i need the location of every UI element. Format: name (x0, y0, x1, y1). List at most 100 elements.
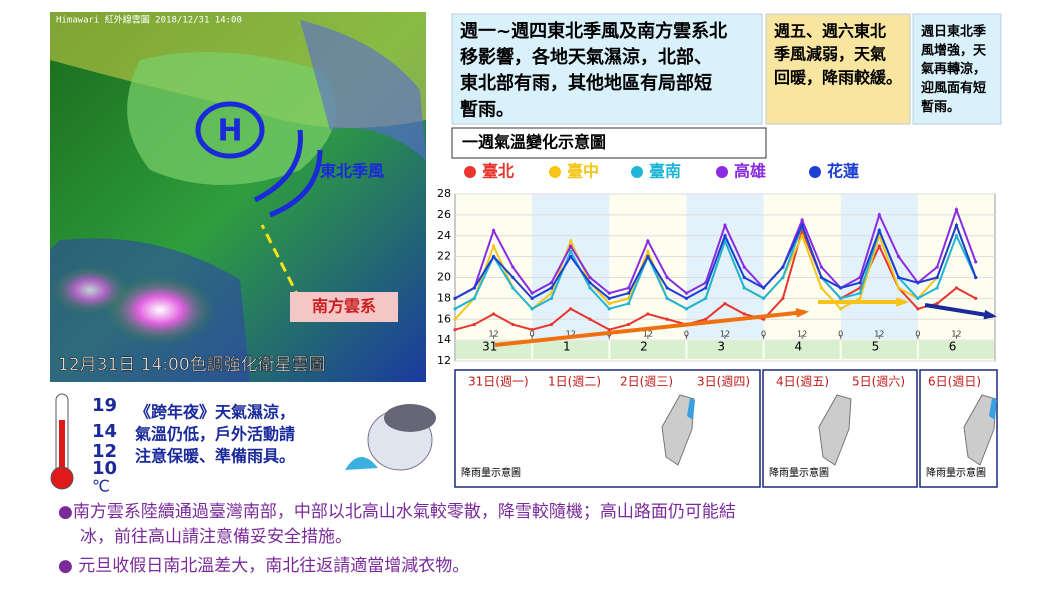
point (530, 296, 534, 300)
point (511, 265, 515, 269)
day-strip (918, 341, 994, 359)
point (781, 275, 785, 280)
point (742, 312, 746, 316)
point (974, 275, 978, 280)
map-day: 31日(週一) (468, 375, 529, 389)
point (704, 286, 708, 290)
chart-title: 一週氣溫變化示意圖 (462, 133, 606, 152)
map-day: 1日(週二) (548, 375, 601, 389)
chart-title-box (451, 127, 767, 159)
point (549, 296, 554, 300)
point (896, 286, 901, 290)
point (974, 260, 978, 264)
note-text: 冰，前往高山請注意備妥安全措施。 (80, 527, 352, 547)
point (684, 307, 689, 311)
point (453, 296, 457, 300)
point (684, 296, 689, 300)
point (916, 296, 920, 300)
map-day: 4日(週五) (776, 375, 829, 389)
point (761, 296, 766, 300)
info-text: 週一~週四東北季風及南方雲系北 (460, 20, 727, 42)
point (781, 265, 785, 269)
map-day: 6日(週日) (928, 375, 981, 389)
info-box (765, 13, 911, 125)
point (491, 255, 496, 259)
point (646, 239, 650, 243)
point (704, 296, 708, 300)
point (530, 307, 534, 311)
trend-arrow (494, 310, 806, 347)
series-line (454, 222, 977, 300)
point (530, 328, 534, 332)
point (453, 307, 457, 311)
trend-arrow (924, 303, 994, 318)
note-text: ●南方雲系陸續通過臺灣南部，中部以北高山水氣較零散，降雪較隨機；高山路面仍可能結 (58, 502, 736, 522)
info-box (912, 13, 1002, 125)
info-text: 迎風面有短 (921, 80, 986, 96)
point (491, 312, 496, 316)
x-tick-label: 12 (874, 330, 884, 339)
point (549, 286, 554, 290)
point (819, 265, 824, 269)
point (819, 286, 824, 290)
y-tick-label: 28 (437, 187, 451, 200)
point (588, 317, 592, 321)
high-pressure: H (217, 114, 242, 149)
day-band (532, 194, 610, 339)
map-day: 2日(週三) (620, 375, 673, 389)
x-tick-label: 0 (915, 330, 920, 339)
map-caption: 降雨量示意圖 (926, 466, 986, 479)
point (549, 322, 554, 327)
legend-label: 臺南 (649, 162, 681, 181)
day-label: 3 (717, 340, 725, 354)
point (935, 301, 939, 306)
point (723, 301, 727, 306)
x-tick-label: 0 (761, 330, 766, 339)
map-caption: 降雨量示意圖 (461, 466, 521, 479)
point (665, 275, 669, 280)
x-tick-label: 0 (530, 330, 535, 339)
legend-swatch (464, 166, 476, 178)
new-year-text: 《跨年夜》天氣濕涼， (135, 403, 295, 422)
point (742, 275, 746, 280)
series-line (454, 227, 977, 331)
day-label: 2 (640, 340, 648, 354)
note-text: ● 元旦收假日南北溫差大，南北往返請適當增減衣物。 (58, 556, 469, 576)
point (530, 291, 534, 295)
info-text: 季風減弱，天氣 (773, 45, 886, 64)
point (665, 296, 669, 300)
arrow-head (983, 309, 997, 320)
y-tick-label: 18 (437, 291, 451, 304)
x-tick-label: 12 (488, 330, 498, 339)
point (472, 286, 476, 290)
rain-area (989, 398, 997, 420)
point (916, 281, 920, 285)
point (916, 307, 920, 311)
series-line (454, 206, 977, 300)
point (607, 328, 611, 332)
legend-label: 花蓮 (827, 162, 859, 181)
legend-label: 臺北 (482, 162, 514, 181)
taiwan-map (661, 394, 695, 466)
day-label: 1 (563, 340, 571, 354)
taiwan-map (818, 394, 852, 466)
point (626, 322, 631, 327)
arrow-head (795, 308, 809, 318)
info-text: 週五、週六東北 (774, 22, 886, 41)
y-tick-label: 24 (437, 229, 451, 242)
y-tick-label: 12 (437, 354, 451, 367)
point (858, 281, 862, 285)
satellite-caption-top: Himawari 紅外線雲圖 2018/12/31 14:00 (56, 14, 242, 26)
x-tick-label: 12 (566, 330, 576, 339)
point (800, 223, 804, 227)
point (453, 317, 457, 321)
thermo-tick: 14 (92, 421, 117, 442)
thermo-tick: 12 (92, 441, 117, 462)
legend-swatch (549, 166, 561, 178)
y-tick-label: 26 (437, 208, 451, 221)
day-label: 4 (794, 340, 802, 354)
thermometer (50, 393, 74, 490)
point (954, 234, 959, 238)
satellite-image (50, 12, 426, 382)
